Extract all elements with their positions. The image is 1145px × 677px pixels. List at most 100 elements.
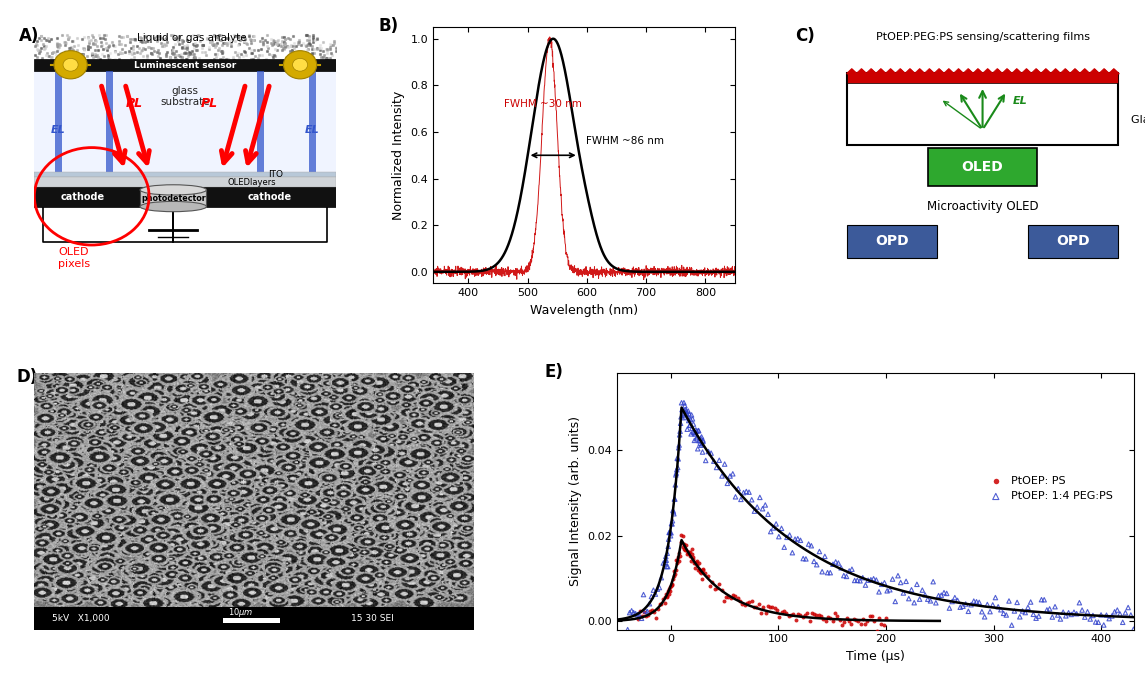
PtOEP: 1:4 PEG:PS: (-40, -0.002): 1:4 PEG:PS: (-40, -0.002) <box>618 624 637 635</box>
Bar <box>223 617 281 624</box>
PtOEP: 1:4 PEG:PS: (427, 0.00142): 1:4 PEG:PS: (427, 0.00142) <box>1122 609 1140 620</box>
Text: $10\mu m$: $10\mu m$ <box>228 607 253 619</box>
PtOEP: 1:4 PEG:PS: (272, 0.00347): 1:4 PEG:PS: (272, 0.00347) <box>954 600 972 611</box>
PtOEP: PS: (12.2, 0.017): PS: (12.2, 0.017) <box>674 543 693 554</box>
PtOEP: 1:4 PEG:PS: (-5, 0.0142): 1:4 PEG:PS: (-5, 0.0142) <box>656 555 674 566</box>
Text: Microactivity OLED: Microactivity OLED <box>926 200 1039 213</box>
PtOEP: 1:4 PEG:PS: (264, 0.00549): 1:4 PEG:PS: (264, 0.00549) <box>946 592 964 603</box>
PtOEP: 1:4 PEG:PS: (254, 0.00665): 1:4 PEG:PS: (254, 0.00665) <box>934 587 953 598</box>
PtOEP: 1:4 PEG:PS: (143, 0.0151): 1:4 PEG:PS: (143, 0.0151) <box>815 551 834 562</box>
Text: OLED: OLED <box>962 160 1003 174</box>
PtOEP: 1:4 PEG:PS: (168, 0.0121): 1:4 PEG:PS: (168, 0.0121) <box>843 564 861 575</box>
PtOEP: PS: (114, 0.00154): PS: (114, 0.00154) <box>784 609 803 620</box>
PtOEP: 1:4 PEG:PS: (-27.1, 0.000647): 1:4 PEG:PS: (-27.1, 0.000647) <box>632 613 650 624</box>
PtOEP: 1:4 PEG:PS: (-3.23, 0.0159): 1:4 PEG:PS: (-3.23, 0.0159) <box>658 548 677 559</box>
PtOEP: 1:4 PEG:PS: (-1.01, 0.0208): 1:4 PEG:PS: (-1.01, 0.0208) <box>661 527 679 538</box>
PtOEP: PS: (4.49, 0.012): PS: (4.49, 0.012) <box>666 564 685 575</box>
PtOEP: PS: (42.9, 0.00777): PS: (42.9, 0.00777) <box>708 582 726 593</box>
Text: A): A) <box>19 27 40 45</box>
PtOEP: 1:4 PEG:PS: (19.8, 0.0451): 1:4 PEG:PS: (19.8, 0.0451) <box>682 423 701 434</box>
PtOEP: 1:4 PEG:PS: (90.4, 0.025): 1:4 PEG:PS: (90.4, 0.025) <box>759 509 777 520</box>
PtOEP: 1:4 PEG:PS: (274, 0.00399): 1:4 PEG:PS: (274, 0.00399) <box>956 598 974 609</box>
PtOEP: 1:4 PEG:PS: (216, 0.00657): 1:4 PEG:PS: (216, 0.00657) <box>894 588 913 598</box>
Bar <box>34 59 337 70</box>
PtOEP: 1:4 PEG:PS: (108, 0.0196): 1:4 PEG:PS: (108, 0.0196) <box>777 532 796 543</box>
PtOEP: 1:4 PEG:PS: (344, 0.00501): 1:4 PEG:PS: (344, 0.00501) <box>1033 594 1051 605</box>
PtOEP: 1:4 PEG:PS: (-17.9, 0.00576): 1:4 PEG:PS: (-17.9, 0.00576) <box>642 591 661 602</box>
PtOEP: PS: (-10.4, 0.00403): PS: (-10.4, 0.00403) <box>650 598 669 609</box>
PtOEP: PS: (105, 0.00226): PS: (105, 0.00226) <box>775 606 793 617</box>
PtOEP: 1:4 PEG:PS: (113, 0.016): 1:4 PEG:PS: (113, 0.016) <box>783 547 802 558</box>
PtOEP: 1:4 PEG:PS: (314, 0.0047): 1:4 PEG:PS: (314, 0.0047) <box>1000 596 1018 607</box>
PtOEP: PS: (-28.2, 0.00243): PS: (-28.2, 0.00243) <box>631 605 649 616</box>
PtOEP: 1:4 PEG:PS: (20.3, 0.0473): 1:4 PEG:PS: (20.3, 0.0473) <box>684 414 702 424</box>
PtOEP: 1:4 PEG:PS: (312, 0.00142): 1:4 PEG:PS: (312, 0.00142) <box>997 609 1016 620</box>
PtOEP: PS: (200, 0.00072): PS: (200, 0.00072) <box>877 613 895 624</box>
Text: PL: PL <box>126 97 143 110</box>
PtOEP: 1:4 PEG:PS: (-1.46, 0.0207): 1:4 PEG:PS: (-1.46, 0.0207) <box>660 527 678 538</box>
PtOEP: PS: (9.24, 0.0185): PS: (9.24, 0.0185) <box>671 536 689 547</box>
PtOEP: 1:4 PEG:PS: (282, 0.00468): 1:4 PEG:PS: (282, 0.00468) <box>964 596 982 607</box>
PtOEP: 1:4 PEG:PS: (342, 0.00115): 1:4 PEG:PS: (342, 0.00115) <box>1029 611 1048 621</box>
PtOEP: 1:4 PEG:PS: (25.6, 0.0446): 1:4 PEG:PS: (25.6, 0.0446) <box>689 425 708 436</box>
PtOEP: PS: (12.8, 0.0181): PS: (12.8, 0.0181) <box>676 538 694 549</box>
PtOEP: 1:4 PEG:PS: (138, 0.0163): 1:4 PEG:PS: (138, 0.0163) <box>811 546 829 557</box>
PtOEP: PS: (157, 0.000149): PS: (157, 0.000149) <box>830 615 848 626</box>
PtOEP: 1:4 PEG:PS: (82.8, 0.0289): 1:4 PEG:PS: (82.8, 0.0289) <box>751 492 769 503</box>
PtOEP: PS: (176, -0.000757): PS: (176, -0.000757) <box>852 619 870 630</box>
PtOEP: 1:4 PEG:PS: (277, 0.00228): 1:4 PEG:PS: (277, 0.00228) <box>960 606 978 617</box>
PtOEP: 1:4 PEG:PS: (-16.1, 0.00723): 1:4 PEG:PS: (-16.1, 0.00723) <box>645 585 663 596</box>
PtOEP: PS: (146, 0.000937): PS: (146, 0.000937) <box>819 611 837 622</box>
PtOEP: PS: (174, -6.95e-05): PS: (174, -6.95e-05) <box>850 616 868 627</box>
PtOEP: PS: (123, 0.000878): PS: (123, 0.000878) <box>793 612 812 623</box>
X-axis label: Wavelength (nm): Wavelength (nm) <box>530 304 638 317</box>
PtOEP: 1:4 PEG:PS: (420, -0.000288): 1:4 PEG:PS: (420, -0.000288) <box>1114 617 1132 628</box>
PtOEP: 1:4 PEG:PS: (2.09, 0.0259): 1:4 PEG:PS: (2.09, 0.0259) <box>664 505 682 516</box>
PtOEP: PS: (172, 0.00014): PS: (172, 0.00014) <box>846 615 864 626</box>
PtOEP: PS: (183, 3.13e-05): PS: (183, 3.13e-05) <box>859 615 877 626</box>
PtOEP: 1:4 PEG:PS: (178, 0.0102): 1:4 PEG:PS: (178, 0.0102) <box>854 572 872 583</box>
Text: PL: PL <box>200 97 218 110</box>
PtOEP: 1:4 PEG:PS: (8.73, 0.0444): 1:4 PEG:PS: (8.73, 0.0444) <box>671 426 689 437</box>
PtOEP: 1:4 PEG:PS: (12.7, 0.0493): 1:4 PEG:PS: (12.7, 0.0493) <box>676 405 694 416</box>
Bar <box>846 225 938 258</box>
PtOEP: 1:4 PEG:PS: (324, 0.000997): 1:4 PEG:PS: (324, 0.000997) <box>1011 611 1029 622</box>
PtOEP: 1:4 PEG:PS: (0.316, 0.0207): 1:4 PEG:PS: (0.316, 0.0207) <box>662 527 680 538</box>
PtOEP: PS: (159, -0.000884): PS: (159, -0.000884) <box>832 619 851 630</box>
PtOEP: 1:4 PEG:PS: (412, 0.00216): 1:4 PEG:PS: (412, 0.00216) <box>1105 607 1123 617</box>
Text: OPD: OPD <box>875 234 909 248</box>
PtOEP: 1:4 PEG:PS: (392, 0.00131): 1:4 PEG:PS: (392, 0.00131) <box>1084 610 1103 621</box>
PtOEP: PS: (30, 0.0122): PS: (30, 0.0122) <box>694 563 712 574</box>
PtOEP: 1:4 PEG:PS: (156, 0.0136): 1:4 PEG:PS: (156, 0.0136) <box>829 558 847 569</box>
PtOEP: 1:4 PEG:PS: (29.1, 0.0415): 1:4 PEG:PS: (29.1, 0.0415) <box>693 439 711 450</box>
PtOEP: PS: (81.6, 0.00407): PS: (81.6, 0.00407) <box>750 598 768 609</box>
PtOEP: PS: (29.4, 0.0119): PS: (29.4, 0.0119) <box>693 565 711 575</box>
PtOEP: 1:4 PEG:PS: (-4.56, 0.0151): 1:4 PEG:PS: (-4.56, 0.0151) <box>656 551 674 562</box>
PtOEP: 1:4 PEG:PS: (10.1, 0.0511): 1:4 PEG:PS: (10.1, 0.0511) <box>672 397 690 408</box>
PtOEP: 1:4 PEG:PS: (141, 0.0115): 1:4 PEG:PS: (141, 0.0115) <box>813 566 831 577</box>
PtOEP: 1:4 PEG:PS: (241, 0.00473): 1:4 PEG:PS: (241, 0.00473) <box>922 596 940 607</box>
PtOEP: 1:4 PEG:PS: (287, 0.00438): 1:4 PEG:PS: (287, 0.00438) <box>970 597 988 608</box>
Text: E): E) <box>545 363 563 381</box>
Bar <box>34 607 474 630</box>
PtOEP: 1:4 PEG:PS: (377, 0.00171): 1:4 PEG:PS: (377, 0.00171) <box>1067 609 1085 619</box>
PtOEP: PS: (77.3, 0.0033): PS: (77.3, 0.0033) <box>744 602 763 613</box>
PtOEP: PS: (0.932, 0.00855): PS: (0.932, 0.00855) <box>663 579 681 590</box>
PtOEP: PS: (2.71, 0.0104): PS: (2.71, 0.0104) <box>664 571 682 582</box>
PtOEP: 1:4 PEG:PS: (360, 0.00142): 1:4 PEG:PS: (360, 0.00142) <box>1049 609 1067 620</box>
Bar <box>200 188 337 206</box>
PtOEP: PS: (178, 0.000493): PS: (178, 0.000493) <box>854 613 872 624</box>
PtOEP: 1:4 PEG:PS: (332, 0.0032): 1:4 PEG:PS: (332, 0.0032) <box>1019 602 1037 613</box>
PtOEP: 1:4 PEG:PS: (45.1, 0.0376): 1:4 PEG:PS: (45.1, 0.0376) <box>710 455 728 466</box>
PtOEP: 1:4 PEG:PS: (153, 0.0138): 1:4 PEG:PS: (153, 0.0138) <box>827 556 845 567</box>
PtOEP: 1:4 PEG:PS: (10.9, 0.0476): 1:4 PEG:PS: (10.9, 0.0476) <box>673 412 692 423</box>
PtOEP: PS: (-24.6, 0.00212): PS: (-24.6, 0.00212) <box>635 607 654 617</box>
PtOEP: PS: (-13.9, 0.000692): PS: (-13.9, 0.000692) <box>647 613 665 624</box>
PtOEP: 1:4 PEG:PS: (30, 0.042): 1:4 PEG:PS: (30, 0.042) <box>694 436 712 447</box>
PtOEP: 1:4 PEG:PS: (26, 0.0445): 1:4 PEG:PS: (26, 0.0445) <box>689 425 708 436</box>
PtOEP: 1:4 PEG:PS: (5.19, 0.0346): 1:4 PEG:PS: (5.19, 0.0346) <box>668 468 686 479</box>
PtOEP: PS: (88.1, 0.0018): PS: (88.1, 0.0018) <box>757 608 775 619</box>
PtOEP: 1:4 PEG:PS: (229, 0.0086): 1:4 PEG:PS: (229, 0.0086) <box>908 579 926 590</box>
PtOEP: 1:4 PEG:PS: (297, 0.00221): 1:4 PEG:PS: (297, 0.00221) <box>981 606 1000 617</box>
Bar <box>929 148 1037 186</box>
